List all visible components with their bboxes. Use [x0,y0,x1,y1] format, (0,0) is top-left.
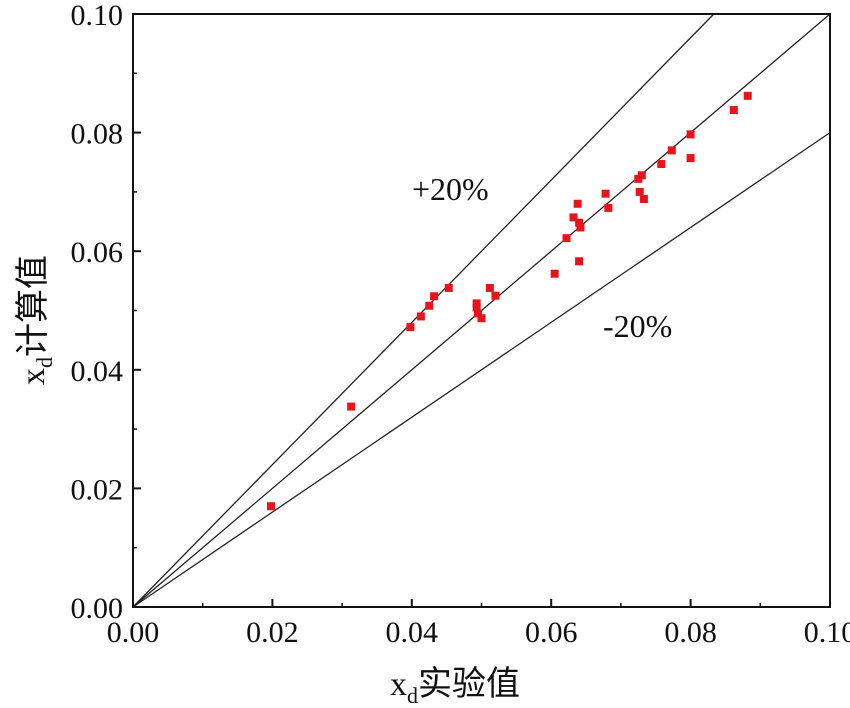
lower-bound-line [132,132,831,608]
data-point [474,309,483,318]
data-point [575,218,584,227]
data-point [430,292,439,301]
data-point [576,223,585,232]
data-point [635,187,644,196]
y-tick-label: 0.02 [71,473,124,506]
data-point [347,402,356,411]
data-point [472,299,481,308]
data-point [444,283,453,292]
data-point [729,106,738,115]
data-point [569,213,578,222]
line-label: -20% [603,308,672,344]
x-axis-title: xd实验值 [390,665,520,708]
data-point [562,234,571,243]
data-point [472,303,481,312]
x-tick-label: 0.00 [107,616,160,649]
data-point [575,257,584,266]
data-point [604,203,613,212]
data-point [573,199,582,208]
data-point [601,189,610,198]
data-point [550,269,559,278]
y-tick-label: 0.08 [71,118,124,151]
data-point [743,91,752,100]
upper-bound-line [132,13,715,608]
data-point [425,301,434,310]
y-tick-label: 0.10 [71,0,124,32]
data-point [667,146,676,155]
x-tick-label: 0.10 [804,616,850,649]
data-point [491,291,500,300]
data-point [686,154,695,163]
data-point [686,130,695,139]
data-point [657,160,666,169]
x-tick-label: 0.06 [525,616,578,649]
y-tick-label: 0.04 [71,355,124,388]
x-tick-label: 0.08 [664,616,717,649]
x-tick-label: 0.04 [386,616,439,649]
data-point [267,502,276,511]
data-point [637,171,646,180]
y-tick-label: 0.06 [71,236,124,269]
data-point [485,283,494,292]
data-point [406,323,415,332]
y-axis-title: xd计算值 [14,255,57,385]
y-tick-label: 0.00 [71,592,124,625]
x-tick-label: 0.02 [246,616,299,649]
line-label: +20% [412,171,489,207]
data-point [477,314,486,323]
data-point [639,195,648,204]
data-point [416,312,425,321]
